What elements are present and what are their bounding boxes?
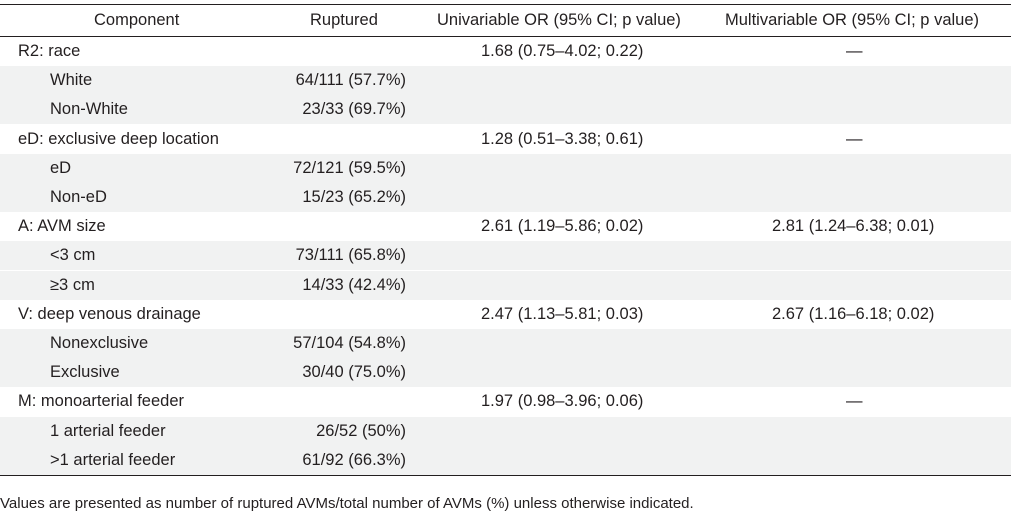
- cell-ruptured: 26/52 (50%): [316, 422, 406, 440]
- table-row-subgroup: ≥3 cm 14/33 (42.4%): [0, 271, 1011, 300]
- bottom-rule: [0, 475, 1011, 476]
- cell-univariable: 1.97 (0.98–3.96; 0.06): [481, 392, 644, 410]
- cell-component: eD: exclusive deep location: [18, 130, 219, 148]
- table-row-subgroup: eD 72/121 (59.5%): [0, 154, 1011, 183]
- table-footnote: Values are presented as number of ruptur…: [0, 495, 694, 512]
- cell-ruptured: 73/111 (65.8%): [295, 246, 406, 264]
- cell-multivariable: 2.81 (1.24–6.38; 0.01): [772, 217, 935, 235]
- cell-multivariable: —: [846, 42, 863, 60]
- cell-component: <3 cm: [50, 246, 96, 264]
- table-row-group: V: deep venous drainage 2.47 (1.13–5.81; …: [0, 300, 1011, 329]
- cell-univariable: 2.61 (1.19–5.86; 0.02): [481, 217, 644, 235]
- table-row-subgroup: >1 arterial feeder 61/92 (66.3%): [0, 446, 1011, 475]
- cell-component: Non-eD: [50, 188, 107, 206]
- cell-ruptured: 61/92 (66.3%): [302, 451, 406, 469]
- header-rule: [0, 36, 1011, 37]
- table-row-subgroup: 1 arterial feeder 26/52 (50%): [0, 417, 1011, 446]
- cell-component: White: [50, 71, 93, 89]
- cell-ruptured: 72/121 (59.5%): [293, 159, 406, 177]
- cell-component: R2: race: [18, 42, 81, 60]
- table-row-group: A: AVM size 2.61 (1.19–5.86; 0.02) 2.81 (1…: [0, 212, 1011, 241]
- cell-univariable: 1.28 (0.51–3.38; 0.61): [481, 130, 644, 148]
- cell-component: >1 arterial feeder: [50, 451, 176, 469]
- cell-component: eD: [50, 159, 72, 177]
- table-row-subgroup: Nonexclusive 57/104 (54.8%): [0, 329, 1011, 358]
- cell-component: M: monoarterial feeder: [18, 392, 184, 410]
- table-row-subgroup: Non-eD 15/23 (65.2%): [0, 183, 1011, 212]
- header-univariable: Univariable OR (95% CI; p value): [437, 11, 681, 29]
- cell-component: A: AVM size: [18, 217, 106, 235]
- table-row-group: M: monoarterial feeder 1.97 (0.98–3.96; 0…: [0, 387, 1011, 416]
- header-multivariable: Multivariable OR (95% CI; p value): [725, 11, 980, 29]
- cell-ruptured: 23/33 (69.7%): [302, 100, 406, 118]
- table-row-subgroup: White 64/111 (57.7%): [0, 66, 1011, 95]
- table-row-group: eD: exclusive deep location 1.28 (0.51–3.…: [0, 125, 1011, 154]
- cell-ruptured: 64/111 (57.7%): [295, 71, 406, 89]
- table-row-subgroup: <3 cm 73/111 (65.8%): [0, 241, 1011, 270]
- header-ruptured: Ruptured: [310, 11, 378, 29]
- cell-ruptured: 14/33 (42.4%): [302, 276, 406, 294]
- cell-component: 1 arterial feeder: [50, 422, 166, 440]
- top-rule: [0, 4, 1011, 5]
- table-row-subgroup: Exclusive 30/40 (75.0%): [0, 358, 1011, 387]
- cell-ruptured: 15/23 (65.2%): [302, 188, 406, 206]
- cell-univariable: 2.47 (1.13–5.81; 0.03): [481, 305, 644, 323]
- cell-component: V: deep venous drainage: [18, 305, 201, 323]
- table-row-group: R2: race 1.68 (0.75–4.02; 0.22) —: [0, 37, 1011, 66]
- cell-multivariable: —: [846, 392, 863, 410]
- cell-univariable: 1.68 (0.75–4.02; 0.22): [481, 42, 644, 60]
- cell-ruptured: 30/40 (75.0%): [302, 363, 406, 381]
- cell-component: ≥3 cm: [50, 276, 95, 294]
- header-component: Component: [94, 11, 180, 29]
- cell-component: Nonexclusive: [50, 334, 149, 352]
- table-row-subgroup: Non-White 23/33 (69.7%): [0, 95, 1011, 124]
- cell-component: Non-White: [50, 100, 128, 118]
- cell-multivariable: —: [846, 130, 863, 148]
- cell-multivariable: 2.67 (1.16–6.18; 0.02): [772, 305, 935, 323]
- cell-ruptured: 57/104 (54.8%): [293, 334, 406, 352]
- cell-component: Exclusive: [50, 363, 120, 381]
